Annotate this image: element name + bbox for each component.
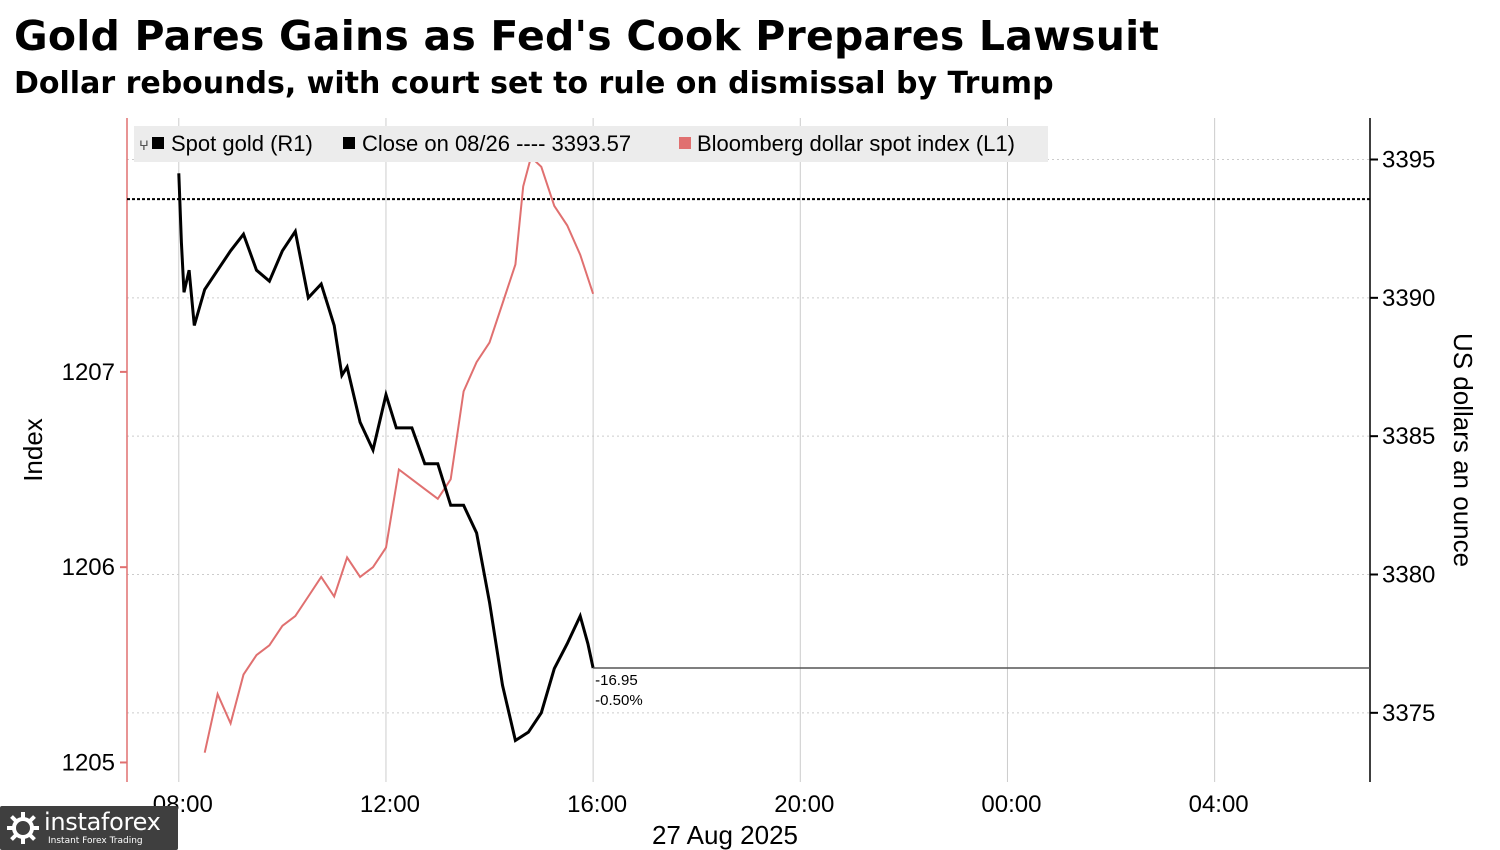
legend: ⵖ Spot gold (R1) Close on 08/26 ---- 339… <box>134 126 1048 162</box>
legend-swatch-spot-gold <box>152 137 164 149</box>
right-tick-label-0: 3375 <box>1382 700 1435 727</box>
left-y-axis: 1205 1206 1207 <box>62 359 127 776</box>
x-tick-label-4: 00:00 <box>981 791 1041 818</box>
x-axis: 08:00 12:00 16:00 20:00 00:00 04:00 <box>153 791 1249 818</box>
logo-icon <box>7 812 39 844</box>
left-tick-label-2: 1207 <box>62 359 115 386</box>
gridlines <box>127 118 1370 782</box>
pin-icon: ⵖ <box>139 138 149 153</box>
logo-wordmark: instaforex <box>44 808 161 836</box>
legend-label-spot-gold: Spot gold (R1) <box>171 131 313 156</box>
logo-tagline: Instant Forex Trading <box>48 836 143 846</box>
series-line-spot-gold <box>177 173 595 743</box>
chart-title: Gold Pares Gains as Fed's Cook Prepares … <box>14 12 1160 60</box>
legend-swatch-dollar-index <box>679 137 691 149</box>
right-tick-label-1: 3380 <box>1382 562 1435 589</box>
right-tick-label-3: 3390 <box>1382 285 1435 312</box>
right-y-axis-label: US dollars an ounce <box>1448 333 1478 567</box>
right-tick-label-2: 3385 <box>1382 423 1435 450</box>
legend-label-dollar-index: Bloomberg dollar spot index (L1) <box>697 131 1015 156</box>
x-axis-label: 27 Aug 2025 <box>652 820 798 850</box>
left-y-axis-label: Index <box>18 418 48 482</box>
x-tick-label-2: 16:00 <box>567 791 627 818</box>
legend-swatch-close <box>343 137 355 149</box>
right-tick-label-4: 3395 <box>1382 147 1435 174</box>
x-tick-label-5: 04:00 <box>1189 791 1249 818</box>
x-tick-label-3: 20:00 <box>774 791 834 818</box>
left-tick-label-0: 1205 <box>62 749 115 776</box>
legend-background <box>134 126 1048 162</box>
change-annotation: -16.95 <box>595 672 638 689</box>
series-line-dollar-index <box>203 155 595 753</box>
left-tick-label-1: 1206 <box>62 554 115 581</box>
x-tick-label-1: 12:00 <box>360 791 420 818</box>
right-y-axis: 3375 3380 3385 3390 3395 <box>1370 147 1435 727</box>
legend-label-close: Close on 08/26 ---- 3393.57 <box>362 131 631 156</box>
chart-subtitle: Dollar rebounds, with court set to rule … <box>14 66 1054 101</box>
instaforex-logo: instaforex Instant Forex Trading <box>0 806 178 850</box>
change-pct-annotation: -0.50% <box>595 692 643 709</box>
